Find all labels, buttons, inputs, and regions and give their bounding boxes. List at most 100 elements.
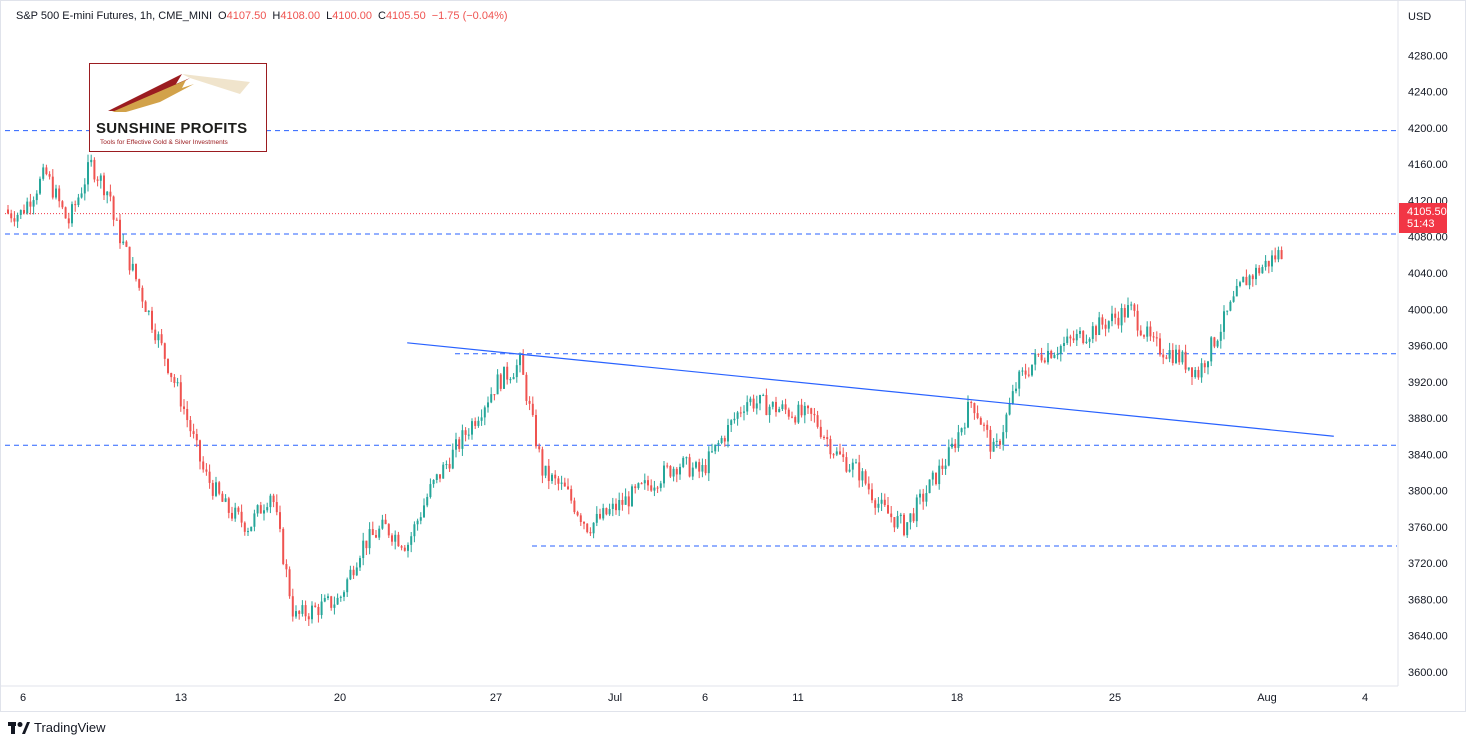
candle-body <box>487 402 489 408</box>
candle-body <box>16 214 19 222</box>
candle-body <box>656 487 659 489</box>
candle-body <box>61 201 64 208</box>
candle-body <box>256 505 259 514</box>
candle-body <box>832 454 835 456</box>
candle-body <box>736 412 739 419</box>
candle-body <box>653 487 656 491</box>
candle-body <box>154 329 157 341</box>
price-tick-label: 3920.00 <box>1408 377 1448 389</box>
candle-body <box>1075 333 1078 341</box>
candle-body <box>298 611 301 614</box>
candle-body <box>387 524 390 536</box>
candle-body <box>659 483 662 488</box>
candle-body <box>375 534 377 538</box>
price-tick-label: 3640.00 <box>1408 631 1448 643</box>
candle-body <box>327 596 329 599</box>
resistance-trendline <box>407 342 1334 437</box>
candle-body <box>349 569 352 580</box>
candle-body <box>381 519 384 529</box>
footer-brand: TradingView <box>34 720 106 735</box>
candle-body <box>1085 341 1088 343</box>
candle-body <box>759 395 761 404</box>
candle-body <box>295 611 297 617</box>
candle-body <box>1101 317 1104 325</box>
candle-body <box>1082 330 1085 343</box>
candle-body <box>1149 326 1152 337</box>
candle-body <box>218 482 221 494</box>
candle-body <box>698 462 701 472</box>
tradingview-footer[interactable]: TradingView <box>8 720 106 735</box>
candle-body <box>762 395 765 397</box>
candle-body <box>880 499 883 504</box>
time-tick-label: Jul <box>608 692 622 704</box>
candle-body <box>1181 351 1184 363</box>
candle-body <box>1043 360 1046 363</box>
candle-body <box>231 512 233 519</box>
candle-body <box>237 507 240 512</box>
symbol-title: S&P 500 E-mini Futures, 1h, CME_MINI <box>16 10 213 22</box>
price-tick-label: 3840.00 <box>1408 449 1448 461</box>
candle-body <box>1155 337 1158 339</box>
candle-body <box>851 462 854 470</box>
candle-body <box>842 454 845 458</box>
candle-body <box>13 218 16 222</box>
candle-body <box>1203 363 1206 368</box>
candle-body <box>1187 367 1190 370</box>
high-label: H <box>272 10 281 22</box>
candle-body <box>423 505 425 518</box>
candle-body <box>650 485 653 491</box>
candle-body <box>1200 363 1203 378</box>
candle-body <box>634 486 637 489</box>
candle-body <box>10 213 13 219</box>
candle-body <box>717 442 720 445</box>
candle-body <box>215 482 217 496</box>
candle-body <box>1280 250 1283 260</box>
candle-body <box>637 483 640 489</box>
candle-body <box>535 415 537 447</box>
candle-body <box>400 546 403 548</box>
candle-body <box>365 540 368 549</box>
candle-body <box>1133 304 1136 311</box>
candle-body <box>810 408 813 414</box>
candle-body <box>503 366 505 389</box>
candle-body <box>551 474 553 482</box>
time-tick-label: 18 <box>951 692 963 704</box>
candle-body <box>679 466 681 475</box>
price-tick-label: 4280.00 <box>1408 50 1448 62</box>
candle-body <box>435 474 438 480</box>
candle-body <box>474 421 477 426</box>
candle-body <box>1107 321 1110 329</box>
candle-body <box>1168 350 1171 359</box>
candle-body <box>883 499 886 506</box>
time-tick-label: 6 <box>20 692 26 704</box>
candle-body <box>771 401 774 407</box>
candle-body <box>829 439 832 455</box>
candle-body <box>77 197 80 205</box>
candle-body <box>730 420 733 426</box>
candle-body <box>1226 310 1229 312</box>
candle-body <box>1027 374 1030 376</box>
candle-body <box>1213 337 1216 347</box>
candle-body <box>83 184 86 194</box>
candle-body <box>1104 324 1107 329</box>
candle-body <box>1264 260 1267 268</box>
candle-body <box>1210 337 1213 362</box>
candle-body <box>1059 345 1062 354</box>
candle-body <box>621 499 624 505</box>
candle-body <box>163 343 166 359</box>
candle-body <box>205 469 208 472</box>
candle-body <box>1095 326 1097 336</box>
candle-body <box>106 191 109 196</box>
price-tick-label: 4040.00 <box>1408 268 1448 280</box>
candle-body <box>560 482 563 484</box>
candle-body <box>359 558 361 568</box>
candle-body <box>864 471 867 484</box>
candle-body <box>915 497 918 522</box>
candle-body <box>579 515 582 522</box>
candle-body <box>592 522 595 534</box>
candle-body <box>458 439 461 449</box>
candle-body <box>1127 305 1129 318</box>
candle-body <box>413 524 416 537</box>
candle-body <box>202 461 205 470</box>
